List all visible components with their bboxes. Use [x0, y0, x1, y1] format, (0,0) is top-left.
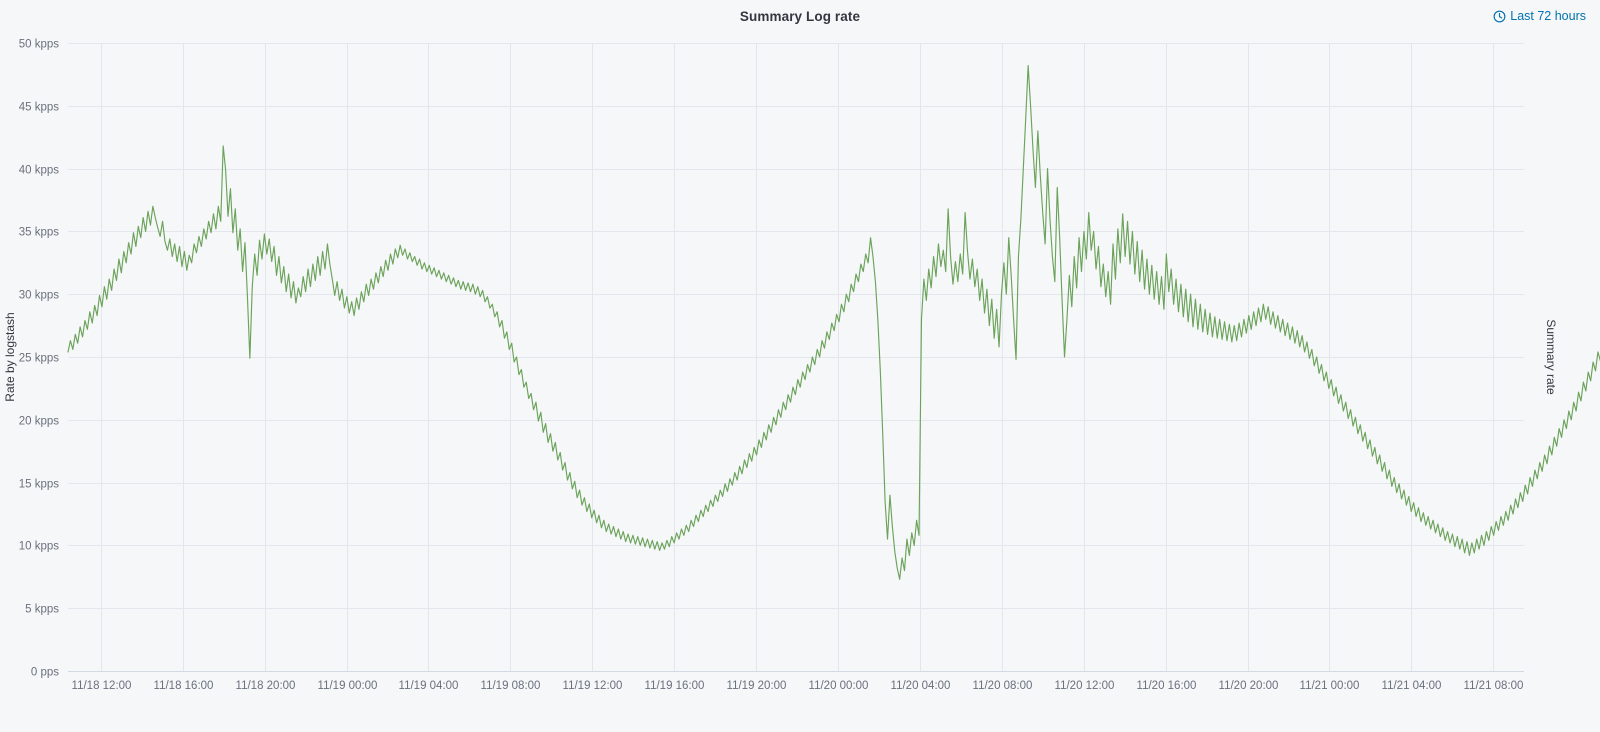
series-line-1: [67, 65, 1600, 580]
x-tick-label: 11/19 00:00: [318, 680, 378, 692]
x-tick-label: 11/21 08:00: [1464, 680, 1524, 692]
x-tick-label: 11/18 20:00: [236, 680, 296, 692]
y-tick-label: 5 kpps: [25, 604, 59, 616]
page-title: Summary Log rate: [739, 9, 861, 24]
x-tick-label: 11/19 12:00: [563, 680, 623, 692]
y-tick-label: 20 kpps: [19, 416, 60, 428]
x-tick-label: 11/18 16:00: [154, 680, 214, 692]
y-tick-label: 50 kpps: [19, 39, 60, 51]
y-tick-label: 30 kpps: [19, 290, 60, 302]
y-tick-label: 35 kpps: [19, 227, 60, 239]
x-tick-label: 11/20 00:00: [809, 680, 869, 692]
y-tick-label: 45 kpps: [19, 102, 60, 114]
x-tick-label: 11/21 00:00: [1300, 680, 1360, 692]
x-tick-label: 11/19 08:00: [481, 680, 541, 692]
x-tick-label: 11/20 12:00: [1055, 680, 1115, 692]
x-tick-label: 11/20 16:00: [1137, 680, 1197, 692]
y-tick-label: 15 kpps: [19, 479, 60, 491]
time-range-button[interactable]: Last 72 hours: [1493, 9, 1586, 23]
time-range-label: Last 72 hours: [1510, 9, 1586, 23]
y-tick-label: 10 kpps: [19, 541, 60, 553]
x-tick-label: 11/20 20:00: [1219, 680, 1279, 692]
y-tick-label: 0 pps: [31, 667, 59, 679]
y-tick-label: 40 kpps: [19, 165, 60, 177]
x-tick-label: 11/19 20:00: [727, 680, 787, 692]
y2-axis-title: Summary rate: [1544, 319, 1558, 395]
x-tick-label: 11/19 16:00: [645, 680, 705, 692]
x-tick-label: 11/18 12:00: [72, 680, 132, 692]
y-axis-title: Rate by logstash: [3, 312, 17, 401]
x-tick-label: 11/21 04:00: [1382, 680, 1442, 692]
x-tick-label: 11/19 04:00: [399, 680, 459, 692]
x-tick-label: 11/20 08:00: [973, 680, 1033, 692]
x-tick-label: 11/20 04:00: [891, 680, 951, 692]
clock-icon: [1493, 10, 1506, 23]
y-tick-label: 25 kpps: [19, 353, 60, 365]
